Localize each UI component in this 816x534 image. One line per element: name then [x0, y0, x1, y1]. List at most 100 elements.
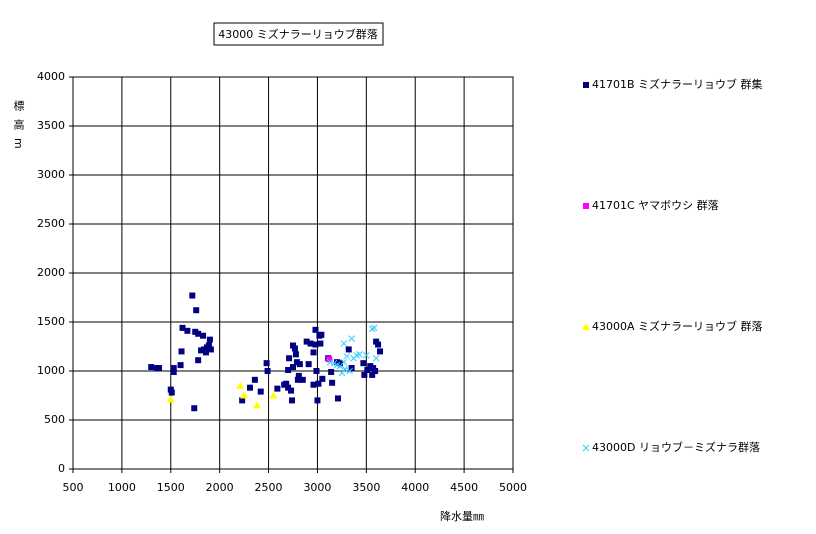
point	[263, 360, 270, 367]
point	[377, 348, 384, 355]
y-tick-label: 0	[58, 462, 65, 475]
point	[372, 354, 380, 362]
point	[179, 324, 186, 331]
point	[318, 331, 325, 338]
legend-label: 41701B ミズナラーリョウブ 群集	[592, 77, 763, 91]
point	[207, 346, 214, 353]
legend-marker	[583, 82, 589, 88]
point	[205, 342, 212, 349]
legend-label: 43000D リョウブ－ミズナラ群落	[592, 440, 760, 454]
point	[348, 365, 355, 372]
y-tick-label: 3000	[37, 168, 65, 181]
point	[294, 376, 301, 383]
point	[295, 372, 302, 379]
legend-marker	[582, 444, 590, 452]
point	[170, 368, 177, 375]
x-tick-label: 2000	[206, 481, 234, 494]
point	[239, 397, 246, 404]
point	[283, 380, 290, 387]
point	[361, 371, 368, 378]
point	[310, 349, 317, 356]
point	[346, 367, 354, 375]
point	[307, 340, 314, 347]
y-tick-label: 1500	[37, 315, 65, 328]
x-tick-label: 1000	[108, 481, 136, 494]
point	[340, 340, 348, 347]
point	[370, 324, 378, 332]
y-tick-label: 2000	[37, 266, 65, 279]
point	[170, 365, 177, 372]
x-tick-label: 4500	[450, 481, 478, 494]
point	[333, 361, 341, 369]
y-tick-label: 1000	[37, 364, 65, 377]
point	[326, 358, 334, 366]
point	[148, 364, 155, 371]
x-tick-label: 3500	[352, 481, 380, 494]
point	[191, 405, 198, 412]
point	[200, 332, 207, 339]
y-tick-label: 3500	[37, 119, 65, 132]
y-tick-label: 500	[44, 413, 65, 426]
point	[288, 387, 295, 394]
legend-label: 41701C ヤマボウシ 群落	[592, 198, 719, 212]
point	[252, 401, 261, 409]
point	[338, 369, 346, 377]
point	[193, 307, 200, 314]
point	[240, 391, 249, 399]
point	[303, 338, 310, 345]
point	[330, 359, 338, 367]
point	[364, 367, 371, 374]
point	[286, 355, 293, 362]
point	[312, 341, 319, 348]
y-axis-label: 標高m	[12, 99, 25, 157]
point	[356, 350, 363, 358]
point	[350, 354, 357, 362]
point	[343, 352, 351, 360]
x-axis-label: 降水量㎜	[440, 509, 484, 523]
chart-title: 43000 ミズナラーリョウブ群落	[218, 27, 378, 41]
point	[291, 345, 298, 352]
point	[319, 375, 326, 382]
point	[264, 368, 271, 374]
point	[269, 391, 278, 399]
point	[206, 336, 213, 343]
x-tick-label: 500	[63, 481, 84, 494]
point	[290, 364, 296, 371]
point	[166, 395, 175, 403]
y-tick-label: 2500	[37, 217, 65, 230]
point	[296, 361, 303, 368]
point	[257, 388, 264, 395]
y-tick-label: 4000	[37, 70, 65, 83]
point	[178, 348, 185, 355]
point	[292, 351, 299, 358]
point	[369, 371, 376, 378]
point	[334, 395, 341, 402]
point	[156, 365, 163, 372]
point	[202, 349, 209, 356]
point	[348, 335, 356, 343]
x-tick-label: 3000	[303, 481, 331, 494]
point	[310, 381, 317, 388]
point	[368, 325, 376, 333]
point	[184, 327, 191, 334]
point	[246, 384, 253, 391]
point	[312, 326, 319, 333]
point	[236, 381, 245, 389]
x-tick-label: 4000	[401, 481, 429, 494]
title-box	[213, 22, 384, 46]
legend-marker	[582, 323, 590, 330]
point	[315, 380, 322, 387]
point	[313, 368, 320, 374]
x-tick-label: 1500	[157, 481, 185, 494]
point	[299, 376, 306, 383]
point	[177, 362, 184, 369]
x-tick-label: 2500	[255, 481, 283, 494]
point	[336, 360, 343, 367]
point	[195, 357, 202, 364]
point	[317, 340, 324, 347]
point	[328, 368, 335, 375]
point	[168, 389, 175, 396]
point	[341, 365, 349, 373]
point	[360, 360, 367, 367]
point	[189, 292, 196, 299]
